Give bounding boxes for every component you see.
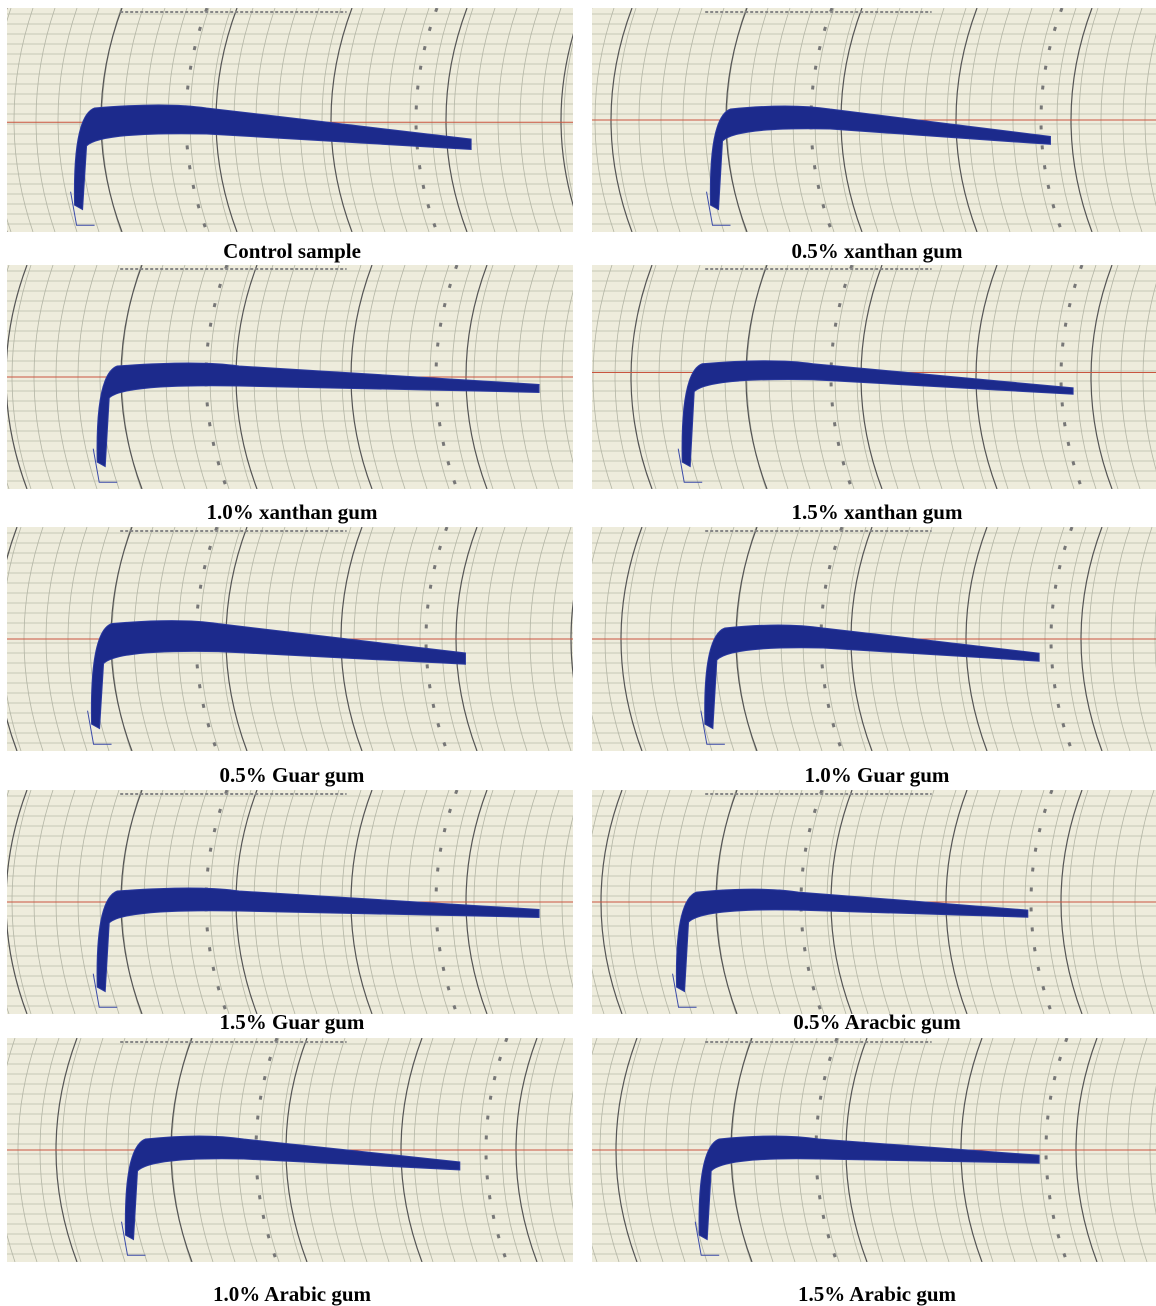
trace-tail (92, 973, 118, 1008)
paper-arc-major (630, 265, 653, 489)
paper-arc-major (975, 265, 998, 489)
farinogram (592, 8, 1156, 232)
paper-arc (365, 8, 386, 232)
paper-arc (541, 8, 562, 232)
caption: 1.5% Arabic gum (797, 1282, 957, 1306)
farinogram (7, 527, 573, 751)
caption: 1.0% xanthan gum (206, 500, 378, 524)
dough-trace (675, 888, 1029, 993)
paper-arc-major (1090, 265, 1113, 489)
paper-arc (1076, 265, 1097, 489)
trace-tail (700, 710, 725, 745)
caption: Control sample (223, 239, 361, 263)
paper-arc (321, 8, 342, 232)
paper-arc-major (7, 790, 28, 1014)
farinogram (7, 8, 573, 232)
dough-trace (96, 887, 540, 993)
paper-arc-major (445, 8, 468, 232)
paper-arc (1120, 265, 1141, 489)
trace-tail (677, 448, 703, 483)
paper-arc (1032, 265, 1053, 489)
paper-arc (563, 41, 573, 199)
farinogram (7, 790, 573, 1014)
caption: 0.5% Guar gum (219, 763, 365, 787)
dough-trace (709, 105, 1051, 211)
paper-arc (966, 265, 987, 489)
dough-trace (704, 624, 1040, 730)
trace-tail (92, 448, 118, 483)
caption: 1.5% Guar gum (219, 1010, 365, 1034)
paper-arc-major (7, 527, 18, 751)
dough-trace (124, 1135, 461, 1241)
farinogram (592, 790, 1156, 1014)
paper-arc (1010, 265, 1031, 489)
trace-tail (672, 973, 697, 1008)
caption: 0.5% Aracbic gum (793, 1010, 961, 1034)
paper-arc (453, 8, 474, 232)
farinogram (592, 527, 1156, 751)
paper-arc (409, 8, 430, 232)
paper-arc (988, 265, 1009, 489)
paper-arc (636, 265, 657, 489)
paper-arc (1142, 283, 1156, 471)
paper-arc (13, 8, 34, 232)
dough-trace (73, 104, 472, 211)
paper-arc (343, 8, 364, 232)
dough-trace (90, 620, 466, 730)
caption: 1.0% Arabic gum (212, 1282, 372, 1306)
trace-tail (70, 191, 95, 226)
trace-tail (121, 1221, 146, 1256)
paper-arc-major (330, 8, 353, 232)
paper-arc-major (560, 33, 573, 207)
paper-arc (431, 8, 452, 232)
caption: 0.5% xanthan gum (791, 239, 963, 263)
trace-tail (706, 191, 731, 226)
paper-arc (614, 265, 635, 489)
paper-arc (592, 265, 613, 489)
paper-arc (497, 8, 518, 232)
trace-tail (87, 710, 112, 745)
dough-trace (96, 362, 540, 468)
paper-arc (35, 8, 56, 232)
paper-arc (519, 8, 540, 232)
farinogram (592, 265, 1156, 489)
caption: 1.0% Guar gum (804, 763, 950, 787)
paper-arc (79, 8, 100, 232)
paper-arc (592, 790, 605, 1014)
paper-arc (592, 527, 603, 751)
paper-arc (387, 8, 408, 232)
farinogram (7, 1038, 573, 1262)
paper-arc (680, 265, 701, 489)
dough-trace (681, 360, 1074, 468)
paper-arc (475, 8, 496, 232)
trace-tail (694, 1221, 720, 1256)
paper-arc-major (7, 265, 28, 489)
paper-arc (658, 265, 679, 489)
farinogram (592, 1038, 1156, 1262)
farinogram (7, 265, 573, 489)
paper-arc (7, 527, 22, 751)
paper-arc (57, 8, 78, 232)
paper-arc (1098, 265, 1119, 489)
dough-trace (698, 1135, 1040, 1241)
caption: 1.5% xanthan gum (791, 500, 963, 524)
paper-arc (1054, 265, 1075, 489)
